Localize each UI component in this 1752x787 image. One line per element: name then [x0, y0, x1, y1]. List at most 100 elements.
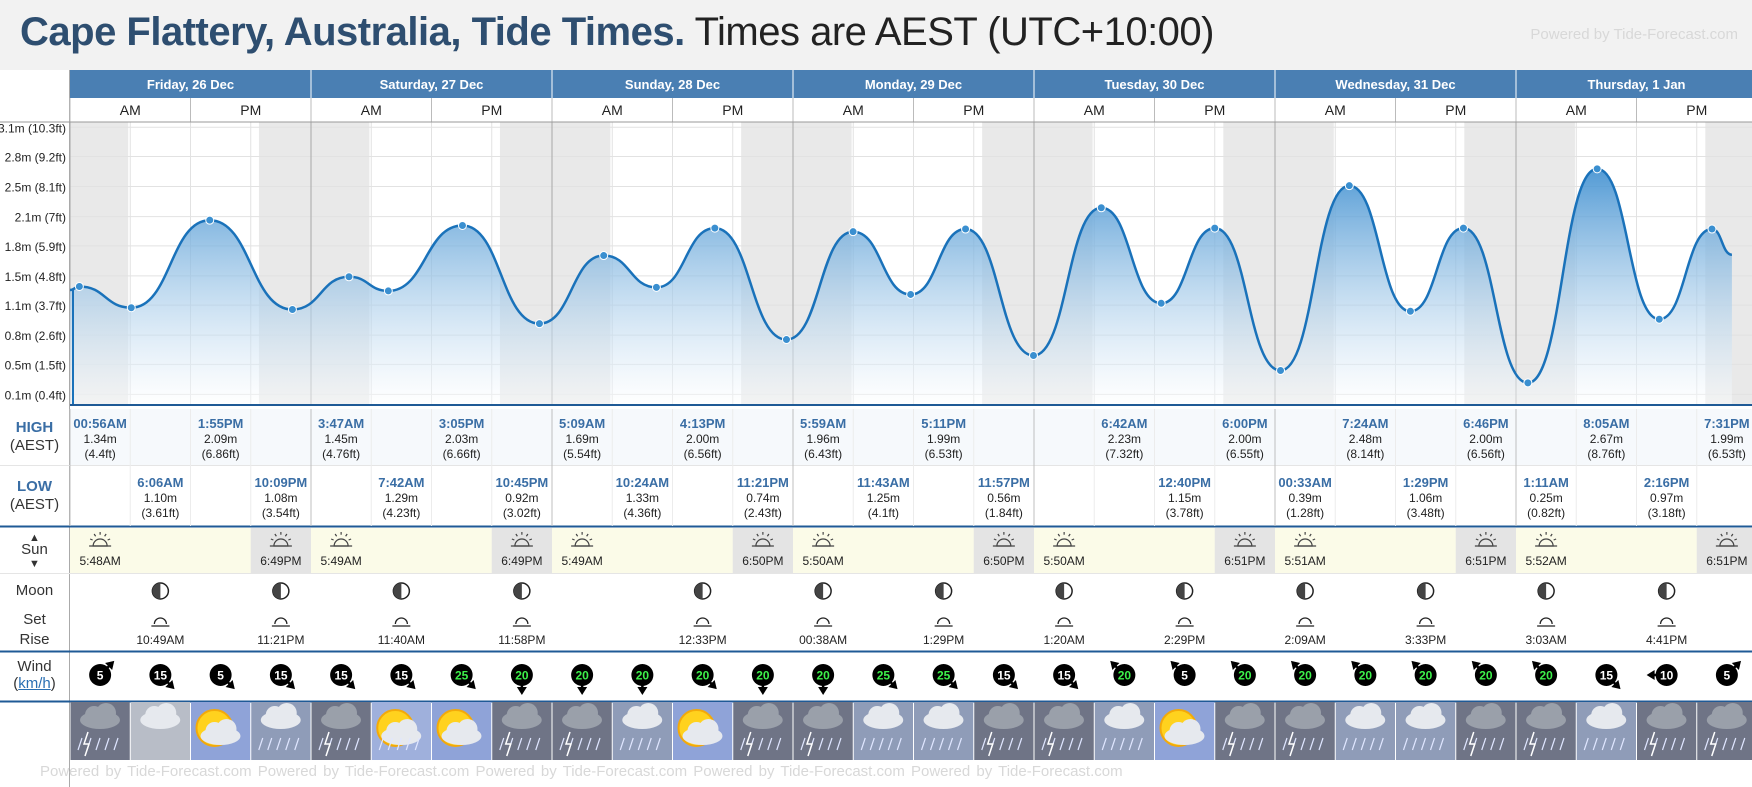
night-band-morning	[311, 122, 370, 405]
moon-disc	[693, 582, 712, 600]
wind-badge	[1474, 664, 1497, 686]
wind-arrow-icon	[346, 679, 356, 690]
high-tide-time: 8:05AM	[1583, 416, 1629, 431]
tide-area	[70, 168, 1732, 405]
night-band-evening	[741, 122, 793, 405]
rain-drop	[95, 737, 101, 751]
sun-ray	[1252, 538, 1256, 541]
rain-drop	[1463, 737, 1469, 751]
sun-row-down-arrow[interactable]: ▼	[29, 558, 40, 570]
sun-row-bg	[70, 528, 1752, 573]
rain-drop	[577, 737, 583, 751]
sun-ray	[571, 538, 575, 541]
moonrise-time: 11:21PM	[257, 633, 304, 647]
rain-drop	[1068, 737, 1074, 751]
cloud-weather-icon	[130, 702, 190, 760]
wind-arrow-icon	[105, 660, 115, 671]
wind-unit-link[interactable]: km/h	[18, 675, 51, 692]
rain-drop	[113, 737, 119, 751]
rain-drop	[318, 737, 324, 751]
sun-ray	[1298, 533, 1302, 537]
sun-half	[574, 538, 590, 547]
cloud-icon	[983, 711, 1024, 729]
high-tide-time: 1:55PM	[198, 416, 244, 431]
wind-indicator: 20	[1230, 660, 1256, 686]
moon-disc	[814, 582, 832, 600]
wind-arrow-shaft	[1725, 662, 1740, 676]
tide-point	[1028, 350, 1038, 360]
tide-point	[287, 304, 297, 314]
tide-point	[1096, 203, 1106, 213]
powered-by-footer: Powered by Tide-Forecast.com Powered by …	[40, 763, 1123, 780]
low-tide-feet: (2.43ft)	[744, 506, 782, 520]
moonrise-time: 3:03AM	[1525, 633, 1566, 647]
moon-arc	[1177, 617, 1192, 625]
weather-cell-bg	[191, 702, 251, 760]
rain-weather-icon	[1576, 702, 1636, 760]
cloud-icon	[381, 727, 422, 745]
wind-indicator: 15	[149, 664, 175, 690]
low-tide-time: 1:11AM	[1523, 475, 1569, 490]
sun-half	[333, 538, 349, 547]
high-tide-meters: 2.00m	[1228, 432, 1261, 446]
rain-drop	[1291, 737, 1297, 751]
sun-ray	[1071, 538, 1075, 541]
moon-phase-icon	[151, 582, 170, 600]
tide-point	[1405, 306, 1415, 316]
sun-ray	[1553, 538, 1557, 541]
cloud-icon	[1465, 711, 1506, 729]
cloud-icon	[1706, 711, 1747, 729]
sun-icon	[376, 709, 415, 747]
sun-icon	[1159, 709, 1198, 747]
wind-indicator: 15	[992, 664, 1019, 690]
high-tide-meters: 1.34m	[83, 432, 116, 446]
sunrise-icon	[571, 532, 594, 547]
sunny-weather-icon	[432, 702, 492, 760]
rain-drop	[517, 737, 523, 751]
low-tide-feet: (3.02ft)	[503, 506, 541, 520]
rain-drop	[1420, 737, 1427, 751]
storm-weather-icon	[1215, 702, 1275, 760]
cloud-puff	[96, 703, 116, 723]
wind-arrow-icon	[1110, 660, 1120, 671]
high-tide-feet: (6.66ft)	[443, 447, 481, 461]
rain-drop	[1541, 737, 1547, 751]
sun-row-up-arrow[interactable]: ▲	[29, 532, 40, 544]
weather-cell-bg	[311, 702, 371, 760]
tide-point	[848, 227, 858, 237]
rain-drop	[1559, 737, 1565, 751]
low-tide-time: 11:57PM	[978, 475, 1030, 490]
wind-badge	[751, 664, 774, 686]
wind-indicator: 20	[751, 664, 774, 695]
night-band-morning	[793, 122, 852, 405]
sun-ray	[1057, 533, 1061, 537]
rain-drop	[1411, 737, 1418, 751]
cloud-puff	[1350, 706, 1369, 724]
storm-weather-icon	[1697, 702, 1752, 760]
wind-indicator: 15	[390, 664, 416, 690]
wind-arrow-shaft	[1605, 674, 1620, 688]
cloud-puff	[758, 703, 779, 723]
sunset-cell-bg	[491, 528, 552, 573]
rain-drop	[405, 737, 411, 751]
tide-point	[126, 303, 136, 313]
wind-indicator: 5	[1715, 660, 1742, 686]
storm-weather-icon	[793, 702, 853, 760]
high-tide-meters: 2.03m	[445, 432, 478, 446]
wind-arrow-shaft	[460, 674, 475, 688]
moonset-icon	[1657, 617, 1676, 627]
rain-drop	[809, 737, 815, 751]
moonrise-time: 2:09AM	[1284, 633, 1325, 647]
tide-point	[651, 282, 661, 292]
cloud-puff	[698, 719, 719, 739]
moon-shadow	[1056, 583, 1065, 599]
sunrise-time: 5:49AM	[561, 554, 602, 568]
cloud-icon	[1405, 711, 1446, 729]
low-tide-time: 1:29PM	[1403, 475, 1449, 490]
lightning-icon	[1649, 731, 1657, 757]
high-tide-meters: 1.99m	[927, 432, 960, 446]
rain-drop	[378, 737, 384, 751]
sun-ray	[1312, 538, 1316, 541]
moon-phase-icon	[693, 582, 712, 600]
rain-weather-icon	[1335, 702, 1395, 760]
